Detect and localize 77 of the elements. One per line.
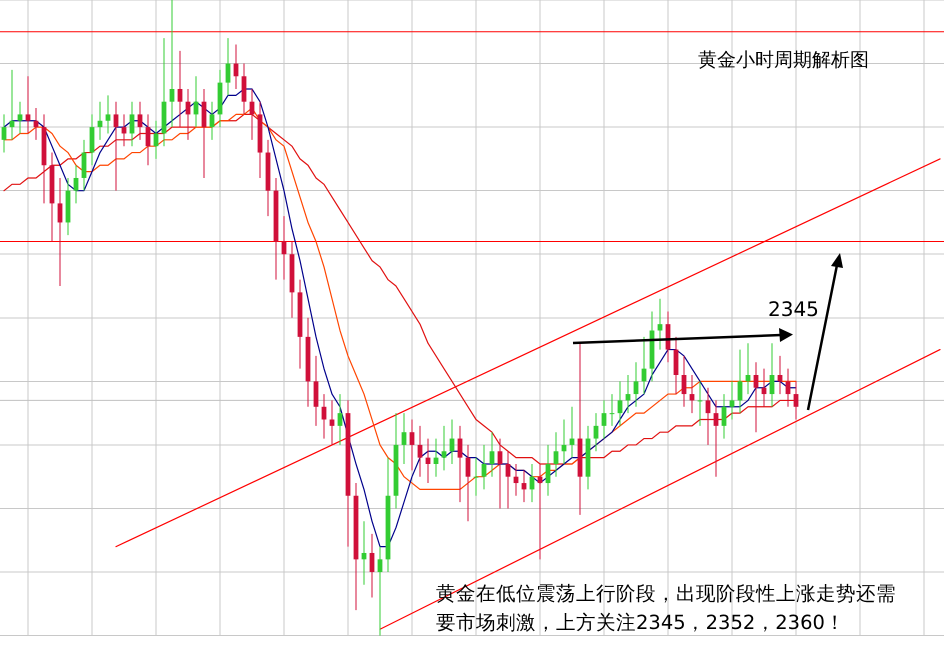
candlestick (418, 425, 422, 478)
candlestick (546, 444, 550, 496)
candlestick (482, 444, 486, 490)
candlestick (610, 394, 614, 426)
candlestick (714, 400, 718, 478)
candlestick (634, 362, 638, 408)
candlestick (778, 355, 782, 395)
candlestick (114, 101, 118, 192)
candlestick (18, 101, 22, 134)
candlestick (658, 298, 662, 350)
candlestick (338, 394, 342, 446)
candlestick (194, 76, 198, 128)
candlestick (570, 406, 574, 458)
candlestick (642, 336, 646, 395)
candlestick (722, 394, 726, 440)
candlestick (626, 374, 630, 414)
candlestick (122, 114, 126, 147)
candlestick (234, 44, 238, 90)
candlestick (786, 368, 790, 408)
candlestick (322, 394, 326, 440)
candlestick (618, 380, 622, 426)
candlestick (330, 400, 334, 446)
candlestick (434, 438, 438, 478)
candlestick (378, 546, 382, 636)
candlestick (762, 368, 766, 408)
candlestick (186, 88, 190, 140)
candlestick (2, 114, 6, 154)
candlestick (370, 533, 374, 598)
candlestick (458, 425, 462, 503)
candlestick (74, 164, 78, 204)
candlestick (738, 349, 742, 414)
candlestick (730, 380, 734, 420)
candlestick (402, 412, 406, 464)
candlestick (154, 120, 158, 160)
candlestick (474, 457, 478, 496)
candlestick (770, 342, 774, 408)
candlestick (138, 101, 142, 140)
annotation: 2345 (768, 297, 819, 321)
candlestick (690, 374, 694, 414)
candlestick (514, 463, 518, 496)
candlestick (506, 450, 510, 509)
candlestick (106, 94, 110, 134)
candlestick (522, 470, 526, 503)
candlestick (170, 0, 174, 128)
candlestick (530, 463, 534, 503)
candlestick (562, 418, 566, 464)
candlestick (130, 101, 134, 147)
candlestick (682, 355, 686, 408)
candlestick (498, 438, 502, 509)
candlestick (146, 114, 150, 166)
candlestick (226, 38, 230, 96)
candlestick (210, 101, 214, 140)
candlestick (746, 342, 750, 395)
candlestick (490, 432, 494, 478)
candlestick (26, 76, 30, 134)
candlestick (58, 177, 62, 287)
candlestick (178, 50, 182, 128)
candlestick (466, 444, 470, 522)
candlestick (442, 425, 446, 471)
candlestick (282, 216, 286, 280)
candlestick (98, 101, 102, 140)
candlestick (410, 418, 414, 471)
candlestick (362, 520, 366, 586)
candlestick (10, 69, 14, 140)
candlestick (250, 88, 254, 140)
candlestick (554, 432, 558, 478)
candlestick (698, 380, 702, 426)
candlestick (794, 380, 798, 420)
candlestick (538, 463, 542, 560)
candlestick (706, 387, 710, 446)
candlestick (594, 412, 598, 452)
candlestick (602, 400, 606, 440)
candlestick (34, 108, 38, 140)
candlestick (450, 418, 454, 464)
candlestick (426, 438, 430, 484)
text: 黄金小时周期解析图 (698, 48, 869, 73)
candlestick (754, 362, 758, 433)
